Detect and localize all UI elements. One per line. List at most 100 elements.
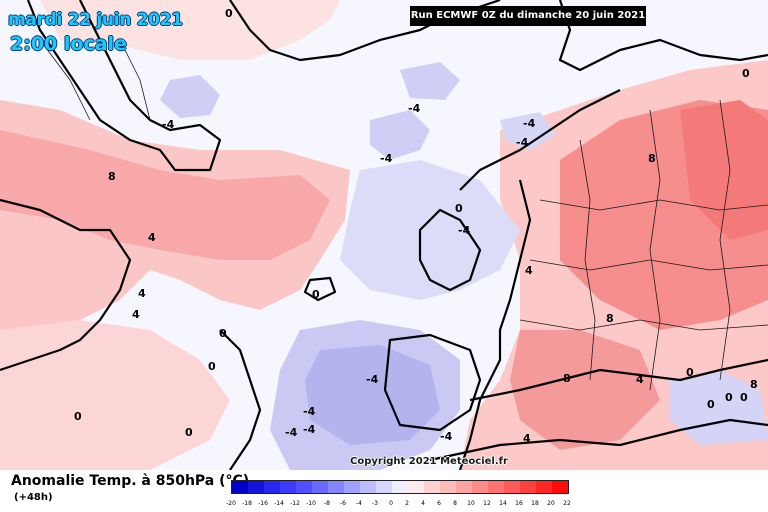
color-scale-bar (231, 480, 569, 494)
color-swatch (392, 481, 408, 493)
contour-label: 0 (185, 426, 193, 439)
color-scale-tick-label: -8 (324, 500, 330, 507)
color-scale-tick-label: 6 (437, 500, 441, 507)
cold-area-norway-sea (370, 110, 430, 160)
contour-label: -4 (380, 152, 393, 165)
contour-label: 0 (219, 327, 227, 340)
contour-labels: 0 0 -4 -4 -4 -4 -4 8 8 8 8 8 -4 4 4 4 0 … (74, 7, 758, 445)
contour-label: 4 (636, 373, 644, 386)
temperature-anomaly-map: 0 0 -4 -4 -4 -4 -4 8 8 8 8 8 -4 4 4 4 0 … (0, 0, 768, 470)
cold-area-barents (400, 62, 460, 100)
color-swatch (424, 481, 440, 493)
color-swatch (376, 481, 392, 493)
color-swatch (248, 481, 264, 493)
color-scale-tick-label: 20 (547, 500, 555, 507)
contour-label: 0 (740, 391, 748, 404)
contour-label: -4 (516, 136, 529, 149)
color-scale-tick-label: 8 (453, 500, 457, 507)
copyright-notice: Copyright 2021 Meteociel.fr (350, 456, 508, 467)
labrador-coast (219, 329, 262, 470)
contour-label: 4 (138, 287, 146, 300)
color-scale-tick-label: -14 (274, 500, 284, 507)
color-scale-tick-label: 14 (499, 500, 507, 507)
contour-label: -4 (303, 423, 316, 436)
color-swatch (280, 481, 296, 493)
color-scale-tick-label: 0 (389, 500, 393, 507)
coastlines (0, 0, 768, 470)
color-swatch (488, 481, 504, 493)
color-scale-tick-label: -4 (356, 500, 362, 507)
contour-label: 8 (606, 312, 614, 325)
contour-label: 0 (455, 202, 463, 215)
contour-label: 0 (742, 67, 750, 80)
color-scale-tick-label: -6 (340, 500, 346, 507)
mediterranean-north (469, 358, 768, 402)
contour-label: 0 (707, 398, 715, 411)
warm-area-atlantic-core (0, 130, 330, 260)
warm-area-russia-core (680, 100, 768, 240)
contour-label: 0 (225, 7, 233, 20)
color-scale-tick-label: 12 (483, 500, 491, 507)
contour-label: 0 (312, 288, 320, 301)
contour-label: -4 (366, 373, 379, 386)
color-swatch (344, 481, 360, 493)
color-scale-tick-label: -18 (242, 500, 252, 507)
contour-label: 0 (725, 391, 733, 404)
contour-label: -4 (303, 405, 316, 418)
contour-label: 4 (132, 308, 140, 321)
cold-anomaly-areas (160, 62, 768, 470)
greenland-coast (26, 0, 222, 172)
country-borders (39, 39, 768, 391)
color-swatch (456, 481, 472, 493)
color-scale-tick-label: -16 (258, 500, 268, 507)
color-swatch (408, 481, 424, 493)
lead-time-label: (+48h) (14, 492, 53, 503)
color-swatch (264, 481, 280, 493)
field-label: Anomalie Temp. à 850hPa (°C) (11, 473, 250, 489)
cold-area-iceland (160, 75, 220, 118)
contour-label: 0 (208, 360, 216, 373)
contour-label: -4 (440, 430, 453, 443)
warm-area-south-west (0, 320, 230, 470)
iberia-outline (383, 333, 482, 432)
contour-label: 4 (148, 231, 156, 244)
color-scale-ticks: -20 -18 -16 -14 -12 -10 -8 -6 -4 -3 0 2 4 6 8 10 12 14 16 1… (226, 500, 571, 510)
contour-label: 8 (108, 170, 116, 183)
legend-footer: Anomalie Temp. à 850hPa (°C) (+48h) -20-… (0, 470, 768, 512)
north-america-east (0, 198, 132, 372)
color-scale-tick-label: -12 (290, 500, 300, 507)
color-scale-tick-label: 22 (563, 500, 571, 507)
color-scale-tick-label: 18 (531, 500, 539, 507)
cold-area-iberia-core (305, 345, 440, 445)
british-isles (418, 208, 482, 292)
color-swatch (536, 481, 552, 493)
forecast-date: mardi 22 juin 2021 (8, 10, 183, 30)
color-scale-tick-label: 10 (467, 500, 475, 507)
contour-label: -4 (458, 224, 471, 237)
arctic-coast-east (558, 0, 768, 72)
contour-label: 4 (525, 264, 533, 277)
iceland-outline (303, 276, 337, 302)
color-scale-tick-label: -3 (372, 500, 378, 507)
warm-anomaly-areas (0, 0, 768, 470)
mediterranean-south (429, 418, 768, 462)
forecast-time: 2:00 locale (10, 33, 127, 55)
contour-label: 8 (563, 372, 571, 385)
color-scale-tick-label: -10 (306, 500, 316, 507)
color-swatch (520, 481, 536, 493)
contour-label: -4 (162, 118, 175, 131)
color-swatch (552, 481, 568, 493)
contour-label: 4 (523, 432, 531, 445)
cold-area-baltic (500, 112, 555, 150)
color-swatch (472, 481, 488, 493)
color-swatch (360, 481, 376, 493)
contour-label: -4 (408, 102, 421, 115)
color-scale-tick-label: 16 (515, 500, 523, 507)
color-swatch (328, 481, 344, 493)
color-scale-tick-label: -20 (226, 500, 236, 507)
scandinavia-coast (459, 89, 621, 191)
color-swatch (232, 481, 248, 493)
warm-area-balkans (510, 330, 660, 450)
color-swatch (312, 481, 328, 493)
color-scale-tick-label: 4 (421, 500, 425, 507)
